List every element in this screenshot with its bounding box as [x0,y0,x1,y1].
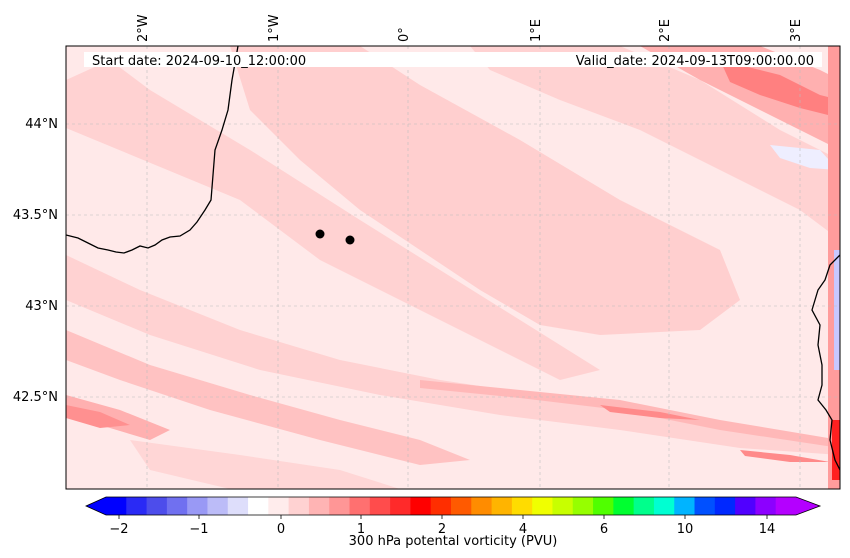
colorbar-tick-6: 6 [600,522,608,537]
colorbar-swatch [227,497,249,515]
pv-band-lower-2 [66,330,470,465]
latitude-labels: 44°N 43.5°N 43°N 42.5°N [13,117,58,405]
colorbar-outline [85,496,822,516]
colorbar-swatch [755,497,777,515]
colorbar-tick-2: 2 [438,522,446,537]
colorbar-title: 300 hPa potental vorticity (PVU) [349,534,558,549]
lat-label-43: 43°N [25,299,58,314]
colorbar-tick-10: 10 [677,522,694,537]
pv-band-upper-right-core [720,60,840,118]
colorbar-swatch [653,497,675,515]
start-date-text: Start date: 2024-09-10_12:00:00 [92,54,306,69]
lat-label-43-5: 43.5°N [13,208,58,223]
colorbar-arrow-right [796,497,820,515]
pv-band-lower-5 [66,405,130,428]
colorbar-swatch [674,497,696,515]
pv-band-lower-3 [130,440,400,489]
colorbar-tick-neg2: −2 [109,522,128,537]
lon-label-2w: 2°W [136,14,151,42]
colorbar-swatch [166,497,188,515]
colorbar-swatch [390,497,411,515]
marker-point-b[interactable] [345,235,355,245]
colorbar-swatch [552,497,574,515]
valid-date-text: Valid_date: 2024-09-13T09:00:00.00 [576,54,814,69]
map-frame [65,45,841,490]
longitude-labels: 2°W 1°W 0° 1°E 2°E 3°E [136,14,804,42]
lon-label-2e: 2°E [658,19,673,42]
pv-band-upper-left [66,60,600,380]
colorbar-swatch [126,497,148,515]
colorbar-swatch [268,497,290,515]
pv-band-central [230,46,740,335]
colorbar-swatch [207,497,229,515]
colorbar-swatch [288,497,310,515]
colorbar-swatch [593,497,614,515]
lat-label-44: 44°N [25,117,58,132]
colorbar-swatch [471,497,493,515]
map-panel: Start date: 2024-09-10_12:00:00 Valid_da… [66,46,840,489]
colorbar-ticks [118,515,768,519]
colorbar-swatch [633,497,655,515]
coastline-west [66,46,239,254]
lon-label-1e: 1°E [529,19,544,42]
colorbar-swatch [349,497,371,515]
colorbar-tick-0: 0 [277,522,285,537]
colorbar-swatch [329,497,351,515]
pv-band-upper-right-strong [640,46,840,150]
colorbar-swatch [511,497,533,515]
lon-label-0: 0° [397,27,412,42]
pv-band-lower-8 [740,450,830,462]
colorbar-swatch [613,497,635,515]
lat-label-42-5: 42.5°N [13,390,58,405]
colorbar-swatch [430,497,452,515]
coastline-east [811,254,840,471]
pv-band-lower-4 [66,395,170,440]
colorbar-swatch [410,497,432,515]
lon-label-3e: 3°E [789,19,804,42]
pv-edge-blue [834,250,840,370]
colorbar: −2 −1 0 1 2 4 6 10 14 300 hPa potental v… [85,496,822,549]
colorbar-swatch [735,497,756,515]
marker-point-a[interactable] [315,229,325,239]
colorbar-swatch [714,497,736,515]
colorbar-tick-1: 1 [357,522,365,537]
colorbar-swatch [106,497,127,515]
colorbar-swatch [308,497,330,515]
pv-band-upper-right [470,46,840,240]
pv-negative-patch [770,145,838,170]
colorbar-swatch [248,497,269,515]
colorbar-swatch [451,497,472,515]
colorbar-swatches [106,497,797,515]
colorbar-swatch [694,497,716,515]
colorbar-tick-14: 14 [759,522,776,537]
colorbar-swatch [532,497,553,515]
lon-label-1w: 1°W [267,14,282,42]
info-box [84,52,822,67]
gridlines [66,46,840,489]
colorbar-swatch [187,497,208,515]
colorbar-swatch [491,497,513,515]
colorbar-arrow-left [86,497,106,515]
colorbar-swatch [775,497,797,515]
colorbar-swatch [146,497,168,515]
colorbar-tick-4: 4 [519,522,527,537]
colorbar-swatch [369,497,391,515]
colorbar-tick-neg1: −1 [189,522,208,537]
pv-band-lower-7 [600,405,700,420]
colorbar-swatch [572,497,594,515]
pv-edge-core [832,420,840,480]
